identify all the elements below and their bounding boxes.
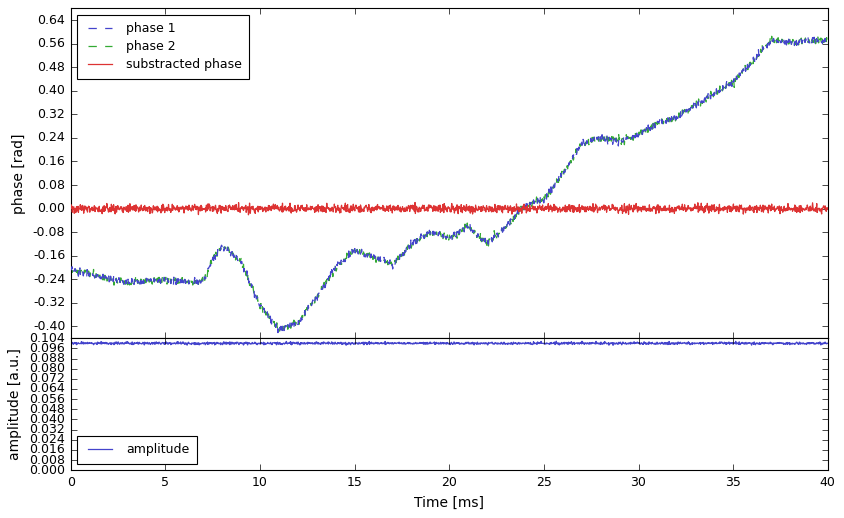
amplitude [105,340,115,347]
substracted phase [105,208,115,214]
phase 2 [766,33,776,39]
amplitude [801,340,811,347]
phase 2 [434,233,444,239]
substracted phase [243,212,253,218]
substracted phase [802,205,812,211]
Legend: phase 1, phase 2, substracted phase: phase 1, phase 2, substracted phase [77,15,249,79]
amplitude [608,342,618,349]
Line: phase 1: phase 1 [71,37,828,333]
phase 1 [105,279,115,285]
substracted phase [823,205,833,211]
phase 1 [414,238,425,244]
substracted phase [663,207,673,213]
substracted phase [435,206,445,212]
amplitude [663,339,673,346]
phase 2 [802,38,812,44]
phase 2 [663,118,673,124]
Line: amplitude: amplitude [71,341,828,346]
phase 2 [823,39,833,45]
phase 2 [274,329,284,335]
phase 1 [801,37,811,43]
amplitude [802,341,812,348]
Y-axis label: amplitude [a.u.]: amplitude [a.u.] [8,348,22,460]
phase 1 [434,229,444,236]
phase 1 [663,116,673,122]
substracted phase [410,199,420,206]
amplitude [551,338,561,344]
phase 1 [803,34,813,40]
Line: phase 2: phase 2 [71,36,828,332]
substracted phase [66,204,76,210]
phase 1 [823,40,833,46]
phase 2 [105,276,115,282]
Legend: amplitude: amplitude [77,436,197,464]
substracted phase [801,207,811,213]
amplitude [434,340,444,346]
amplitude [66,339,76,345]
amplitude [823,340,833,347]
phase 2 [66,270,76,276]
phase 2 [414,234,425,240]
phase 1 [276,329,286,336]
Line: substracted phase: substracted phase [71,203,828,215]
amplitude [414,340,424,347]
phase 1 [66,264,76,270]
phase 2 [801,37,811,43]
Y-axis label: phase [rad]: phase [rad] [12,133,26,213]
X-axis label: Time [ms]: Time [ms] [414,496,484,510]
substracted phase [414,204,425,210]
phase 1 [801,36,811,42]
